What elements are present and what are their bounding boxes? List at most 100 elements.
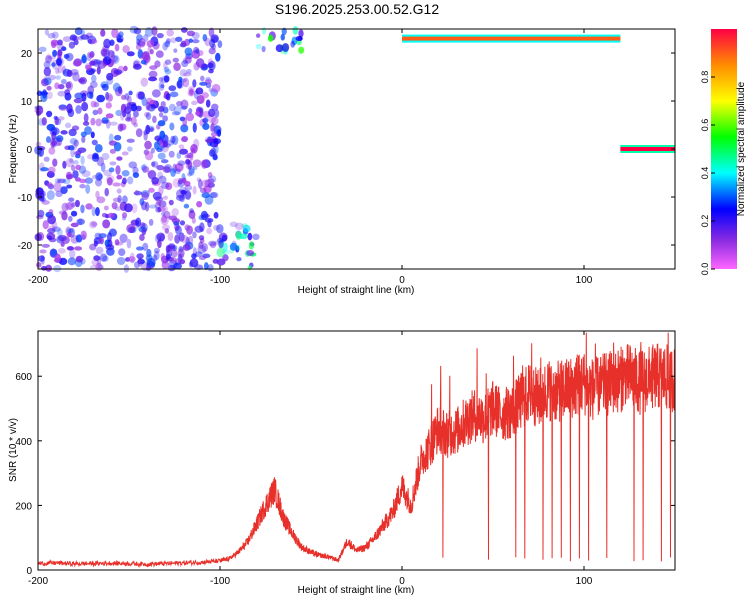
spectrogram-cell [131,203,138,214]
spectrogram-cell [96,196,106,204]
spectrogram-cell [57,39,63,46]
spectrogram-cell [71,143,78,151]
snr-y-label: SNR (10 * v/v) [8,418,19,482]
spectrogram-cell [180,99,189,110]
colorbar-gradient [711,29,737,269]
spectrogram-cell [141,191,149,201]
spectrogram-cell [147,45,152,55]
spectrogram-cell [68,215,73,222]
spectrogram-cell [90,131,95,139]
spectrogram-cell [102,255,109,262]
spectrogram-cell [84,177,94,184]
spectrogram-cell [111,28,119,38]
spectrogram-cell [156,232,166,242]
spectrogram-cell [117,195,122,204]
spectrogram-cell [116,35,124,43]
spectrogram-cell [179,69,188,77]
spectrogram-cell [71,164,76,172]
spectrogram-cell [281,27,287,36]
spectrogram-cell [199,81,208,86]
spectrogram-cell [155,50,164,58]
spectrogram-cell [153,247,160,254]
spectrogram-cell [57,248,66,254]
spectrogram-cell [74,92,84,100]
spectrogram-y-tick-label: -10 [18,193,33,204]
spectrogram-cell [184,184,193,191]
spectrogram-cell [80,230,87,240]
spectrogram-cell [93,240,98,247]
spectrogram-cell [67,257,77,266]
spectrogram-cell [261,45,266,53]
spectrogram-cell [58,104,68,110]
spectrogram-cell [208,240,217,247]
spectrogram-cell [178,76,183,83]
spectrogram-cell [61,211,68,221]
spectrogram-cell [186,68,192,74]
spectrogram-cell [37,255,45,262]
spectrogram-cell [40,196,46,203]
spectrogram-cell [176,189,185,199]
spectrogram-cell [148,204,157,209]
spectrogram-cell [130,104,138,112]
spectrogram-cell [41,200,50,205]
spectrogram-cell [50,39,59,47]
spectrogram-cell [164,228,170,234]
spectrogram-cell [201,179,210,188]
spectrogram-cell [66,228,74,234]
spectrogram-cell [161,215,167,223]
spectrogram-cell [176,152,182,159]
snr-y-tick-label: 400 [15,437,32,448]
spectrogram-cell [290,40,295,48]
spectrogram-cell [177,248,185,258]
spectrogram-cell [68,197,75,202]
spectrogram-cell [64,122,72,129]
spectrogram-cell [135,128,143,138]
spectrogram-cell [154,233,162,243]
spectrogram-cell [179,187,188,195]
snr-x-tick-label: 100 [576,576,593,587]
spectrogram-plot-area [34,25,675,273]
spectrogram-cell [189,151,194,161]
spectrogram-cell [208,192,218,198]
spectrogram-cell [146,40,155,48]
spectrogram-cell [47,32,56,39]
spectrogram-cell [47,166,56,174]
snr-y-tick-label: 0 [26,566,32,577]
spectrogram-cell [149,48,154,55]
spectrogram-cell [165,182,173,190]
spectrogram-cell [222,242,228,252]
figure-title: S196.2025.253.00.52.G12 [275,1,439,17]
spectrogram-cell [195,58,205,68]
spectrogram-cell [85,64,92,71]
spectrogram-cell [60,46,67,52]
spectrogram-cell [216,247,225,258]
spectrogram-cell [105,91,110,101]
spectrogram-cell [148,76,158,82]
spectrogram-cell [182,72,192,77]
spectrogram-cell [193,90,199,100]
spectrogram-cell [58,257,68,266]
spectrogram-cell [81,170,91,178]
spectrogram-cell [201,92,209,99]
spectrogram-cell [39,249,47,254]
spectrogram-cell [207,264,214,272]
spectrogram-cell [74,199,80,208]
spectrogram-cell [54,82,60,90]
spectrogram-cell [72,71,80,82]
spectrogram-cell [140,77,148,87]
spectrogram-cell [192,79,197,88]
spectrogram-cell [108,133,114,143]
spectrogram-cell [172,57,179,63]
spectrogram-cell [50,249,58,256]
spectrogram-cell [107,212,115,219]
spectrogram-cell [192,122,197,133]
spectrogram-cell [137,91,145,100]
spectrogram-cell [188,210,196,219]
spectrogram-cell [88,52,94,59]
spectrogram-cell [191,31,200,40]
spectrogram-cell [207,62,214,69]
spectrogram-cell [178,177,183,185]
spectrogram-cell [204,179,211,188]
spectrogram-cell [181,189,186,197]
spectrogram-cell [177,160,186,166]
